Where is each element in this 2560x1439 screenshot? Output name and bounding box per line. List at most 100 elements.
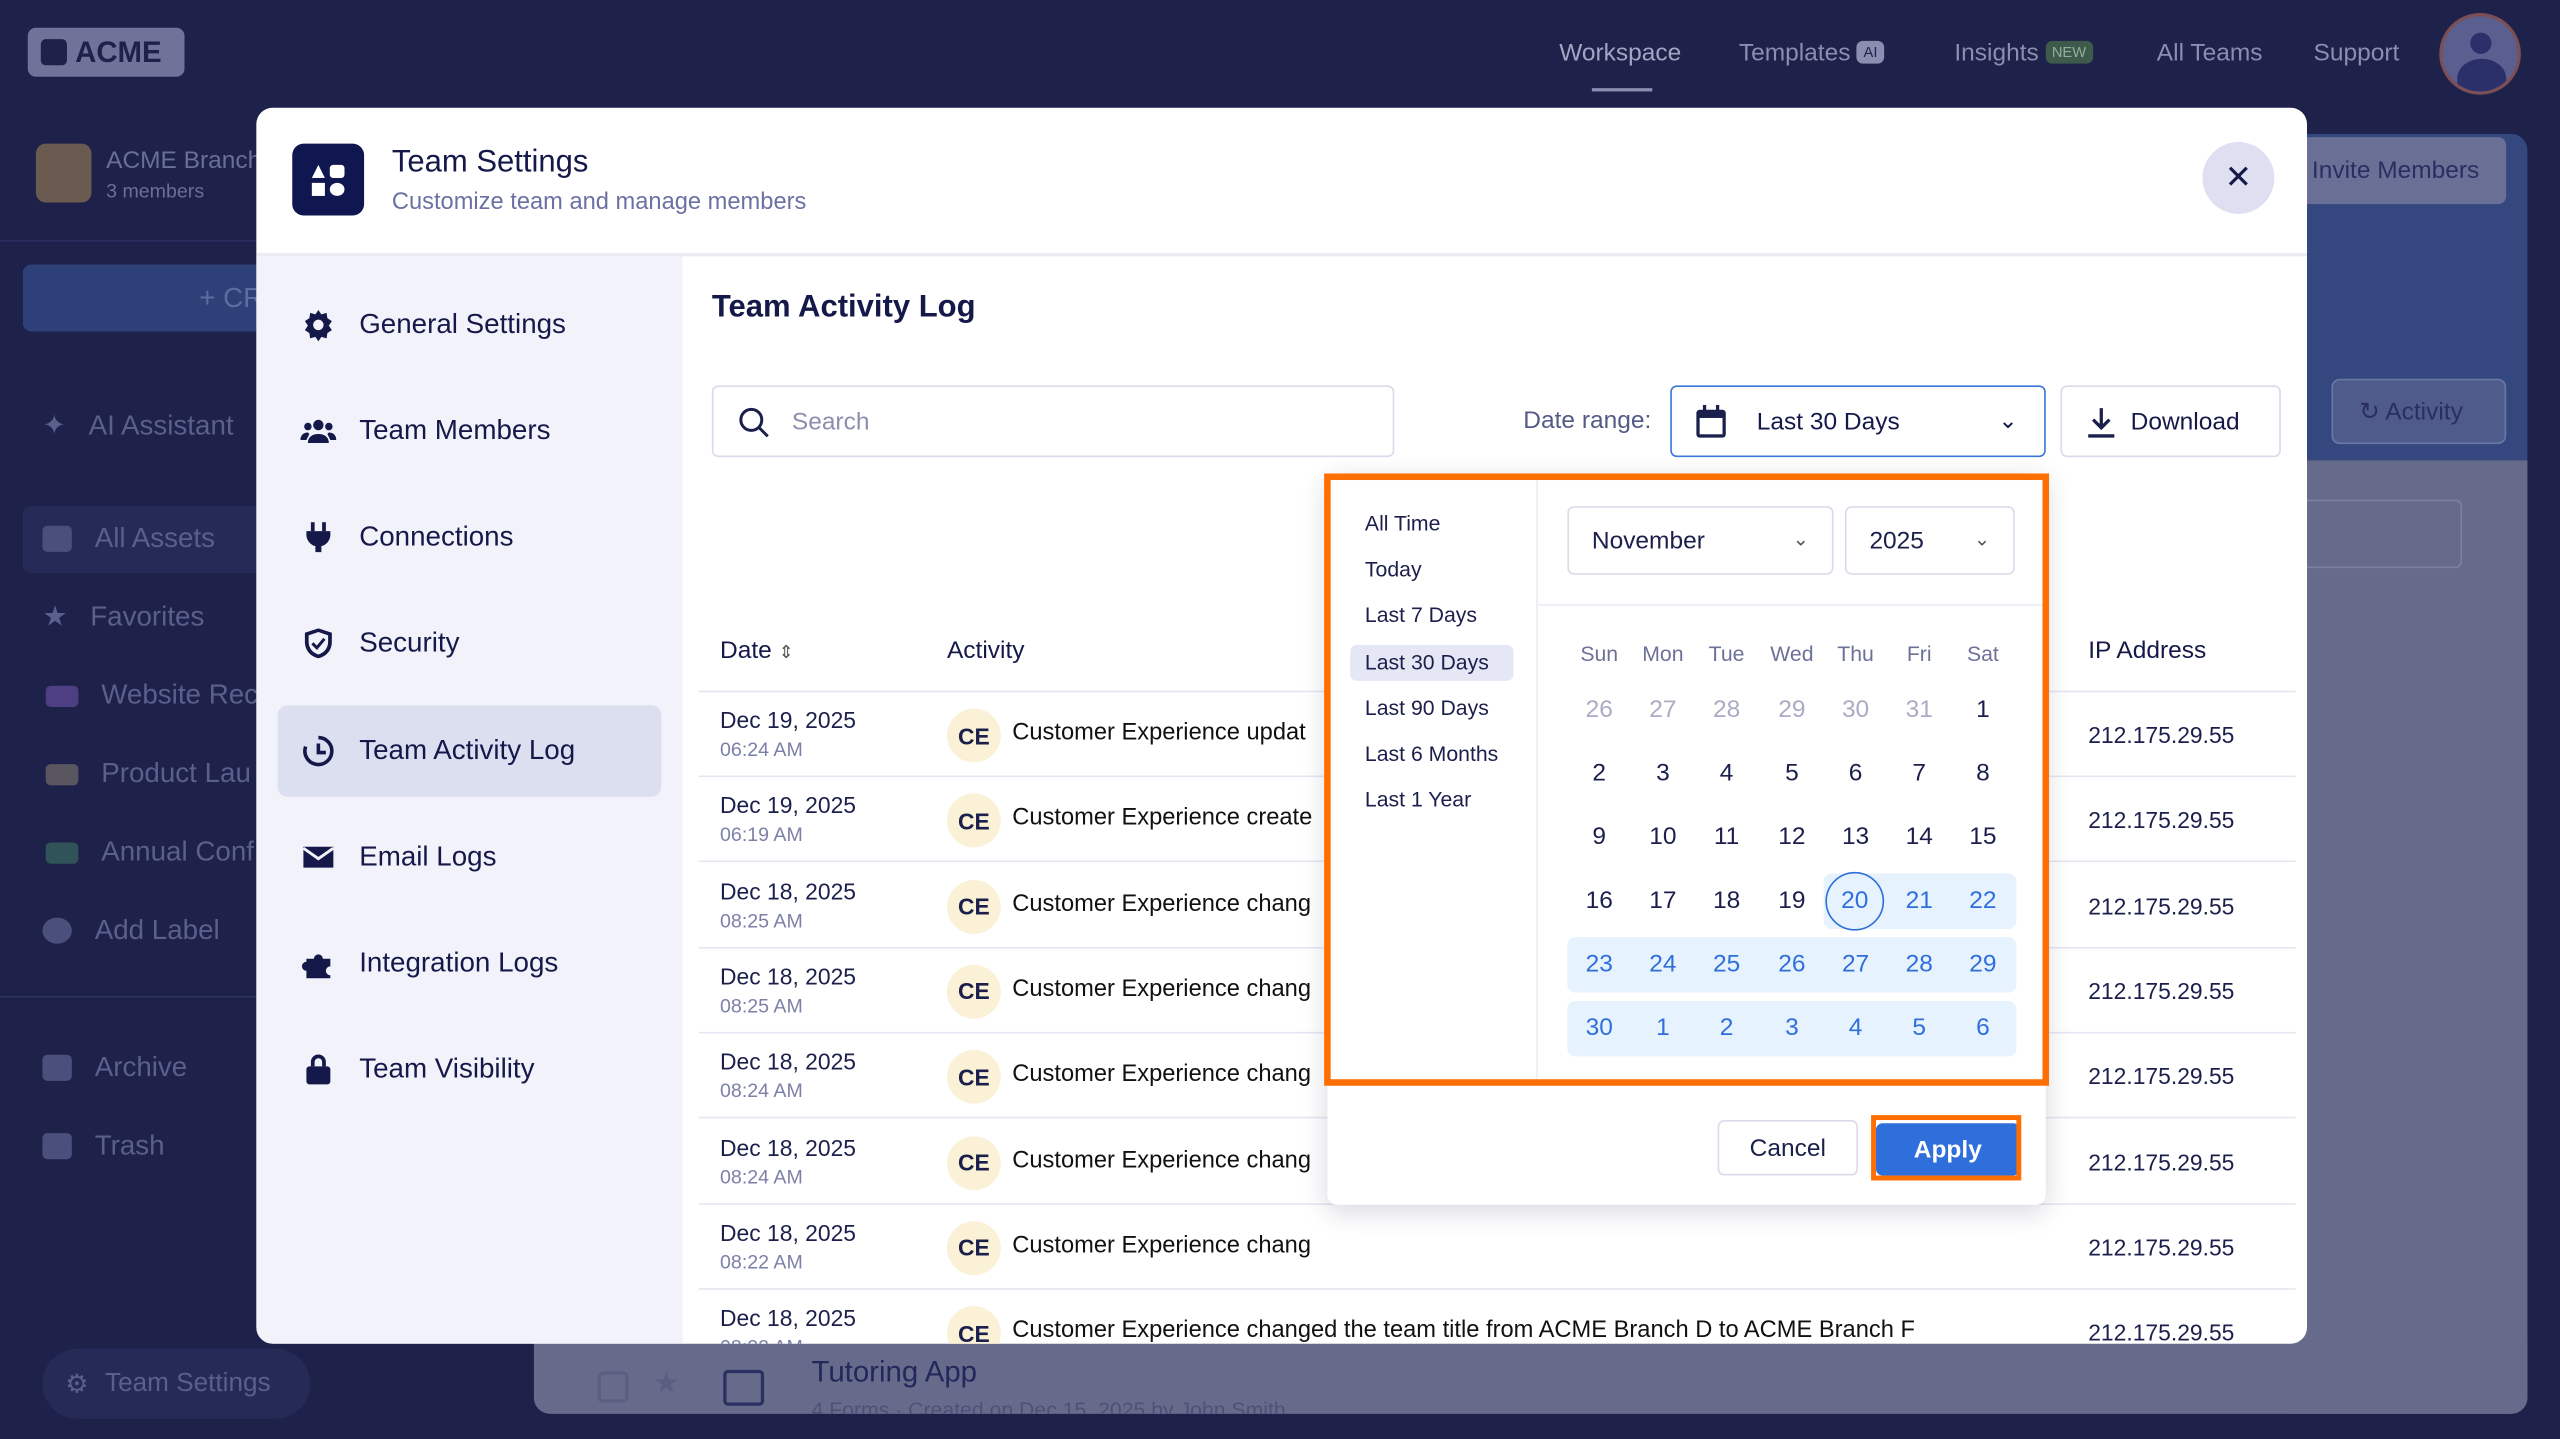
- nav-general-settings[interactable]: General Settings: [278, 279, 662, 370]
- calendar-day[interactable]: 11: [1713, 822, 1740, 851]
- row-time: 08:22 AM: [720, 1250, 803, 1274]
- nav-all-teams[interactable]: All Teams: [2157, 39, 2263, 67]
- weekday-label: Sat: [1966, 641, 1999, 667]
- calendar-day[interactable]: 2: [1719, 1013, 1734, 1042]
- nav-team-activity-log[interactable]: Team Activity Log: [277, 705, 662, 797]
- calendar-day[interactable]: 27: [1649, 695, 1677, 724]
- nav-support[interactable]: Support: [2314, 39, 2400, 67]
- calendar-day[interactable]: 7: [1912, 759, 1927, 787]
- sidebar-trash[interactable]: Trash: [42, 1130, 165, 1163]
- calendar-day[interactable]: 17: [1649, 886, 1677, 915]
- sidebar-favorites[interactable]: ★ Favorites: [42, 600, 205, 632]
- date-range-value: Last 30 Days: [1756, 408, 1900, 436]
- preset-option[interactable]: Last 6 Months: [1364, 741, 1499, 766]
- preset-option[interactable]: Last 7 Days: [1364, 603, 1478, 628]
- preset-option[interactable]: Last 90 Days: [1364, 695, 1489, 720]
- calendar-day[interactable]: 21: [1905, 886, 1933, 915]
- team-settings-icon: [292, 143, 365, 216]
- nav-insights[interactable]: Insights NEW: [1954, 39, 2093, 67]
- calendar-day[interactable]: 6: [1848, 759, 1863, 787]
- sidebar-ai-assistant[interactable]: ✦ AI Assistant: [42, 409, 234, 441]
- preset-option[interactable]: Today: [1364, 557, 1422, 582]
- column-header-date[interactable]: Date ⇕: [720, 636, 794, 665]
- calendar-day[interactable]: 10: [1649, 822, 1677, 851]
- calendar-day[interactable]: 26: [1585, 695, 1613, 724]
- logo[interactable]: ACME: [27, 27, 185, 77]
- sparkle-icon: ✦: [42, 409, 66, 441]
- calendar-day[interactable]: 23: [1585, 950, 1613, 978]
- calendar-day[interactable]: 28: [1905, 950, 1933, 978]
- calendar-day[interactable]: 27: [1841, 950, 1870, 978]
- nav-templates[interactable]: Templates AI: [1739, 39, 1884, 67]
- preset-option[interactable]: Last 30 Days: [1350, 644, 1514, 681]
- weekday-label: Tue: [1708, 641, 1745, 667]
- nav-email-logs[interactable]: Email Logs: [278, 811, 662, 902]
- calendar-day[interactable]: 3: [1785, 1013, 1799, 1042]
- calendar-day[interactable]: 5: [1785, 759, 1799, 787]
- calendar-day[interactable]: 30: [1841, 695, 1870, 724]
- nav-team-visibility[interactable]: Team Visibility: [278, 1024, 662, 1115]
- calendar-day[interactable]: 2: [1592, 759, 1607, 787]
- calendar-day[interactable]: 16: [1585, 886, 1613, 915]
- calendar-day[interactable]: 24: [1649, 950, 1677, 978]
- cancel-button[interactable]: Cancel: [1717, 1120, 1859, 1176]
- calendar-day[interactable]: 18: [1712, 886, 1741, 915]
- nav-workspace[interactable]: Workspace: [1559, 39, 1681, 67]
- calendar-day[interactable]: 30: [1585, 1013, 1613, 1042]
- checkbox[interactable]: [597, 1371, 629, 1403]
- nav-integration-logs[interactable]: Integration Logs: [278, 918, 662, 1009]
- calendar-day[interactable]: 29: [1778, 695, 1806, 724]
- calendar-day[interactable]: 19: [1778, 886, 1806, 915]
- calendar-day[interactable]: 26: [1778, 950, 1806, 978]
- calendar-day[interactable]: 15: [1969, 822, 1997, 851]
- calendar-day[interactable]: 28: [1712, 695, 1741, 724]
- section-title: Team Activity Log: [711, 290, 976, 325]
- calendar-day[interactable]: 14: [1905, 822, 1933, 851]
- calendar-day[interactable]: 4: [1848, 1013, 1863, 1042]
- sidebar-archive[interactable]: Archive: [42, 1051, 187, 1084]
- calendar-day[interactable]: 1: [1656, 1013, 1670, 1042]
- download-button[interactable]: Download: [2060, 385, 2281, 458]
- month-select[interactable]: November ⌄: [1567, 506, 1834, 575]
- sidebar-label-annual[interactable]: Annual Conf: [45, 836, 254, 869]
- sidebar-label-website[interactable]: Website Rec: [45, 679, 256, 712]
- year-select[interactable]: 2025 ⌄: [1844, 506, 2015, 575]
- calendar-day[interactable]: 22: [1969, 886, 1997, 915]
- app-title[interactable]: Tutoring App: [811, 1355, 978, 1388]
- preset-option[interactable]: All Time: [1364, 511, 1441, 536]
- calendar-day[interactable]: 5: [1912, 1013, 1927, 1042]
- calendar-day[interactable]: 31: [1905, 695, 1933, 724]
- calendar-day[interactable]: 29: [1969, 950, 1997, 978]
- sidebar-all-assets[interactable]: All Assets: [42, 522, 215, 555]
- sidebar-add-label[interactable]: Add Label: [42, 914, 220, 947]
- activity-button[interactable]: ↻ Activity: [2331, 378, 2507, 445]
- calendar-day[interactable]: 1: [1976, 695, 1990, 724]
- team-settings-button[interactable]: ⚙ Team Settings: [42, 1348, 311, 1419]
- nav-team-members[interactable]: Team Members: [278, 385, 662, 476]
- calendar-day[interactable]: 3: [1656, 759, 1670, 787]
- calendar-day[interactable]: 6: [1976, 1013, 1990, 1042]
- star-icon[interactable]: ★: [653, 1366, 680, 1400]
- row-ip: 212.175.29.55: [2088, 1148, 2235, 1175]
- calendar-day[interactable]: 12: [1778, 822, 1806, 851]
- apply-button[interactable]: Apply: [1875, 1123, 2020, 1176]
- calendar-day[interactable]: 25: [1712, 950, 1741, 978]
- avatar[interactable]: [2439, 13, 2521, 95]
- preset-option[interactable]: Last 1 Year: [1364, 787, 1472, 812]
- invite-members-button[interactable]: Invite Members: [2285, 137, 2507, 205]
- calendar-day[interactable]: 4: [1719, 759, 1734, 787]
- search-input[interactable]: Search: [711, 385, 1395, 458]
- calendar-day[interactable]: 13: [1841, 822, 1870, 851]
- background-list: [533, 1338, 2528, 1414]
- calendar-day[interactable]: 20: [1825, 871, 1885, 931]
- calendar-icon: [1696, 404, 1726, 438]
- calendar-day[interactable]: 9: [1592, 822, 1607, 851]
- calendar-day[interactable]: 8: [1976, 759, 1990, 787]
- date-range-select[interactable]: Last 30 Days ⌄: [1670, 385, 2046, 458]
- create-button[interactable]: + CR: [22, 264, 257, 332]
- sidebar-label-product[interactable]: Product Lau: [45, 758, 251, 791]
- nav-security[interactable]: Security: [278, 598, 662, 689]
- nav-connections[interactable]: Connections: [278, 491, 662, 582]
- close-button[interactable]: ✕: [2202, 142, 2275, 214]
- column-header-ip: IP Address: [2088, 636, 2207, 665]
